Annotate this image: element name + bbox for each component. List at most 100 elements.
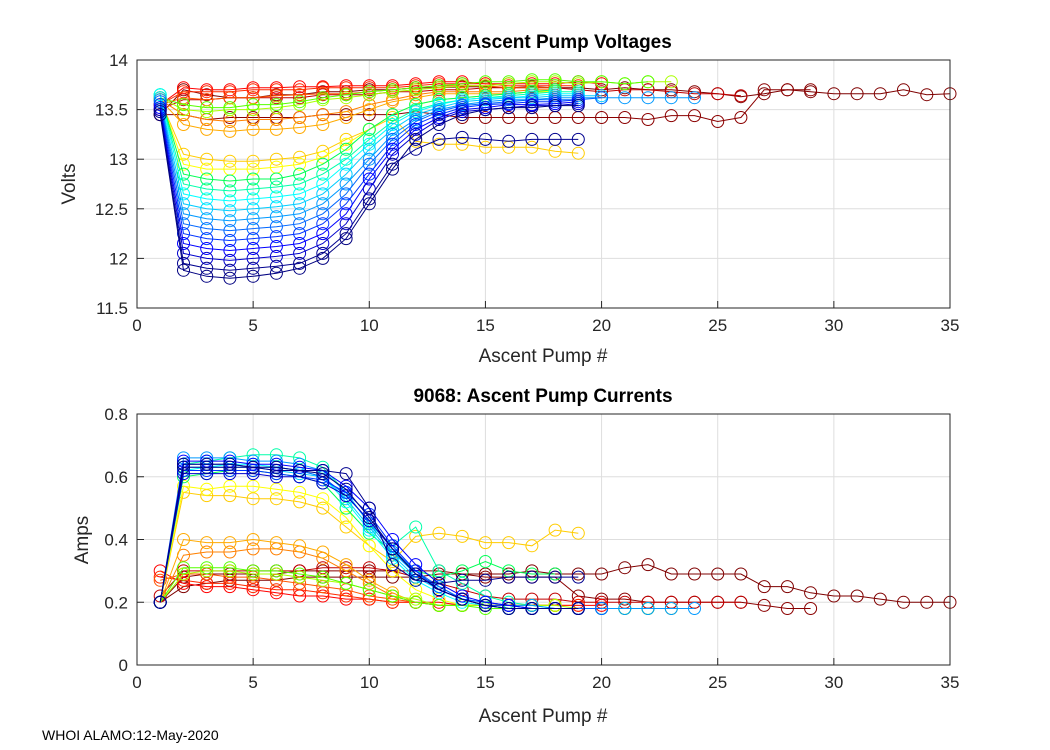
data-point (316, 570, 330, 584)
data-point (269, 190, 283, 204)
data-point (432, 98, 446, 112)
data-point (362, 152, 376, 166)
data-point (409, 88, 423, 102)
data-point (316, 237, 330, 250)
x-tick-label: 10 (360, 316, 379, 335)
data-point (362, 197, 376, 211)
data-point (897, 595, 910, 609)
data-point (293, 98, 307, 112)
data-point (525, 539, 539, 553)
data-point (246, 162, 260, 176)
voltage-axes-box (136, 59, 951, 309)
data-point (316, 177, 330, 191)
data-point (223, 460, 237, 474)
data-point (293, 111, 307, 124)
data-point (200, 536, 214, 550)
data-point (293, 256, 307, 270)
data-point (223, 101, 237, 115)
data-point (316, 467, 330, 481)
data-point (595, 75, 609, 89)
data-point (478, 598, 492, 612)
data-point (711, 595, 725, 609)
data-point (548, 570, 562, 584)
data-point (293, 567, 307, 581)
data-point (293, 237, 307, 250)
data-point (455, 573, 469, 587)
data-point (641, 602, 655, 615)
x-tick-label: 20 (592, 316, 611, 335)
data-point (502, 536, 516, 550)
x-tick-label: 30 (824, 673, 843, 692)
data-point (548, 567, 562, 581)
data-point (409, 595, 423, 609)
data-point (177, 167, 190, 181)
data-point (478, 132, 492, 146)
data-point (177, 108, 190, 122)
data-point (432, 132, 446, 146)
data-point (571, 598, 585, 612)
data-point (153, 570, 167, 584)
data-point (223, 457, 237, 471)
data-point (502, 111, 516, 124)
data-point (478, 140, 492, 154)
series-line (159, 463, 579, 609)
data-point (316, 91, 330, 105)
data-point (316, 197, 330, 211)
data-point (200, 232, 214, 246)
data-point (362, 583, 376, 597)
data-point (780, 83, 794, 97)
data-point (478, 103, 492, 117)
data-point (177, 561, 190, 575)
data-point (293, 570, 307, 584)
data-point (246, 83, 260, 97)
data-point (223, 561, 237, 575)
data-point (804, 83, 818, 97)
data-point (269, 536, 283, 550)
x-tick-label: 15 (476, 316, 495, 335)
data-point (850, 589, 864, 603)
data-point (246, 479, 260, 493)
data-point (780, 602, 794, 615)
data-point (246, 103, 260, 117)
data-point (200, 202, 214, 216)
data-point (293, 460, 307, 474)
data-point (362, 98, 376, 112)
data-point (200, 269, 214, 283)
series-profile-17 (153, 91, 701, 228)
series-line (159, 105, 579, 279)
data-point (688, 567, 701, 581)
data-point (386, 108, 399, 122)
series-profile-22 (153, 460, 585, 609)
data-point (664, 91, 678, 105)
data-point (223, 545, 237, 559)
data-point (177, 118, 190, 131)
data-point (548, 132, 562, 146)
data-point (200, 242, 214, 255)
data-point (200, 122, 214, 136)
data-point (316, 118, 330, 131)
data-point (409, 127, 423, 141)
x-tick-label: 35 (941, 316, 960, 335)
series-line (159, 111, 579, 271)
data-point (200, 564, 214, 578)
data-point (362, 142, 376, 156)
data-point (757, 598, 771, 612)
data-point (223, 204, 237, 218)
data-point (502, 134, 516, 148)
data-point (177, 197, 190, 211)
x-tick-label: 0 (132, 316, 141, 335)
data-point (409, 105, 423, 119)
data-point (548, 99, 562, 113)
data-point (246, 212, 260, 226)
data-point (897, 83, 910, 97)
data-point (571, 526, 585, 540)
data-point (339, 482, 353, 496)
data-point (362, 192, 376, 206)
data-point (595, 111, 609, 124)
data-point (200, 482, 214, 496)
data-point (316, 589, 330, 603)
y-tick-label: 0.8 (104, 405, 128, 424)
data-point (386, 542, 399, 556)
data-point (641, 75, 655, 89)
